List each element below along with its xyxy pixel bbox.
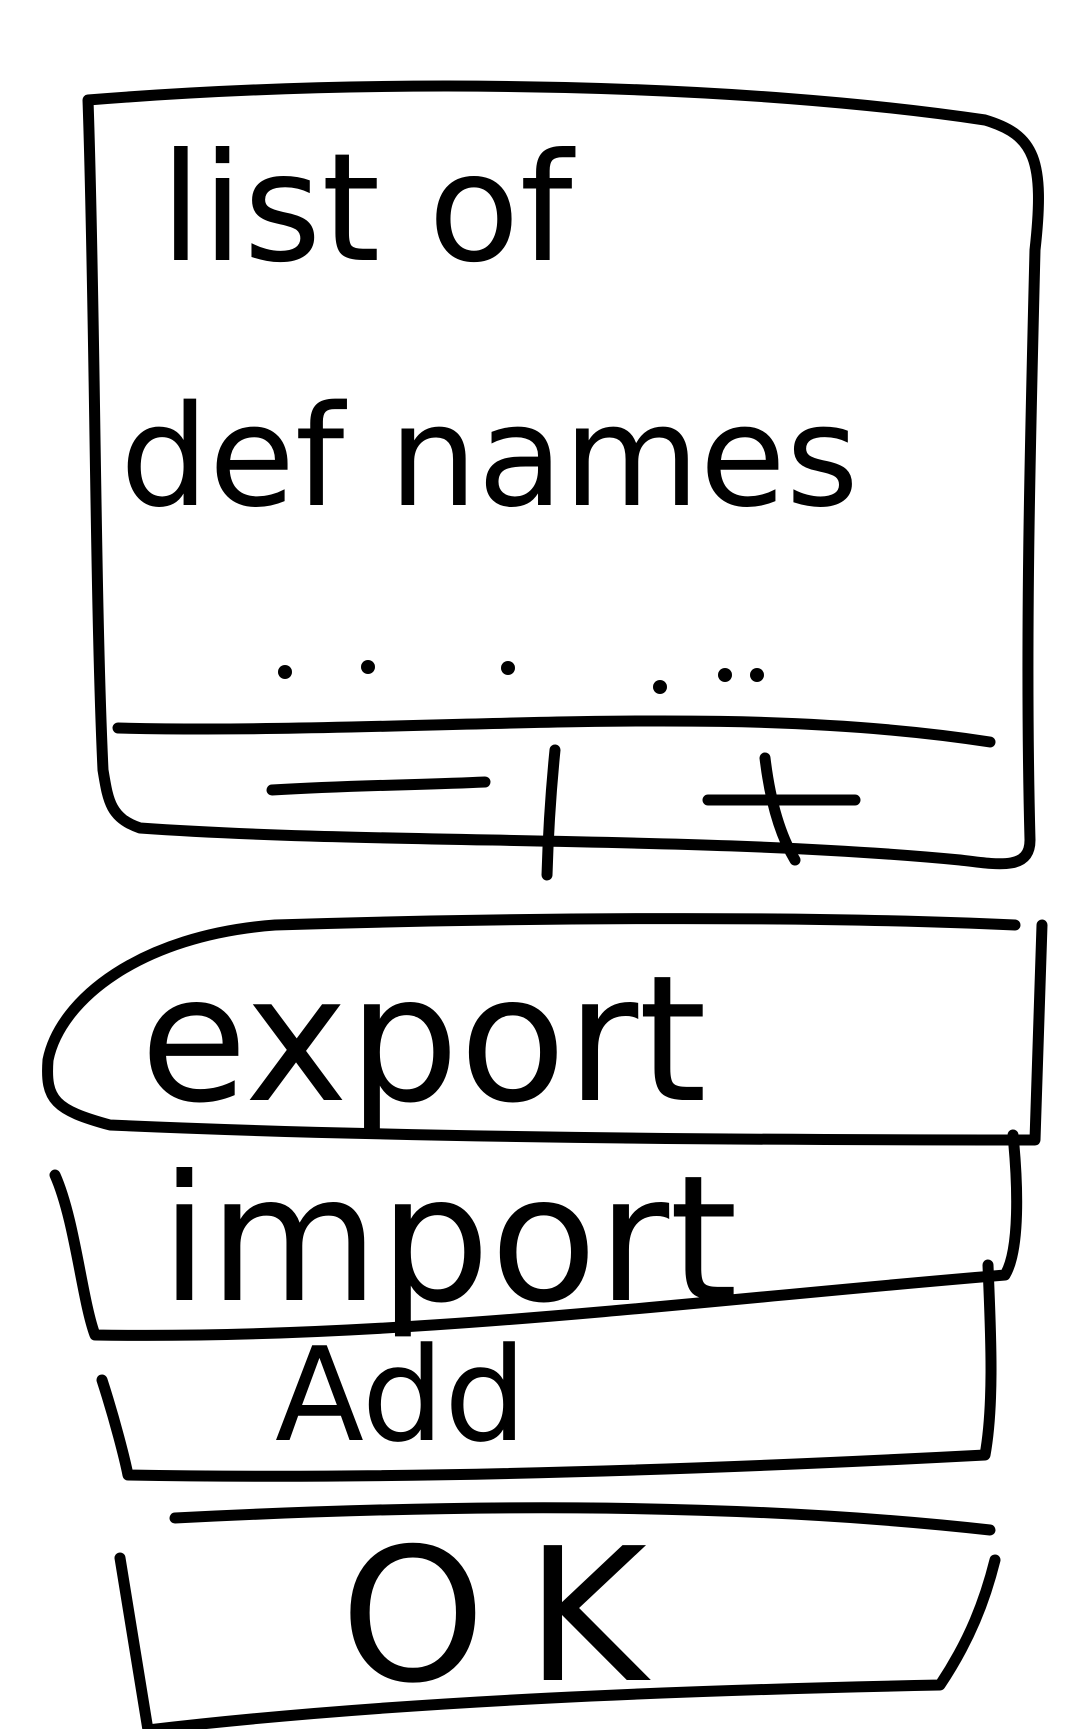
definition-list-frame bbox=[82, 80, 1044, 870]
plus-icon bbox=[702, 752, 861, 866]
more-items-indicator bbox=[278, 660, 764, 694]
add-button[interactable]: Add bbox=[96, 1259, 997, 1482]
ok-separator bbox=[169, 1502, 996, 1536]
definition-list-line-1: list of bbox=[160, 122, 576, 296]
list-toolbar bbox=[255, 744, 861, 881]
export-button[interactable]: export bbox=[42, 913, 1048, 1146]
definition-list-panel: list of def names bbox=[82, 80, 1044, 870]
add-button-label: Add bbox=[275, 1319, 527, 1471]
ok-button-label: OK bbox=[340, 1508, 687, 1724]
minus-icon bbox=[266, 776, 491, 796]
ok-button[interactable]: OK bbox=[114, 1508, 1001, 1729]
ok-button-frame bbox=[114, 1552, 1001, 1729]
export-button-label: export bbox=[140, 939, 707, 1142]
add-button-frame bbox=[96, 1259, 997, 1482]
import-button-frame bbox=[49, 1129, 1023, 1341]
toolbar-separator bbox=[541, 744, 561, 881]
add-definition-button[interactable] bbox=[690, 750, 861, 866]
definition-list-line-2: def names bbox=[120, 376, 859, 539]
export-button-frame bbox=[42, 913, 1048, 1146]
import-button[interactable]: import bbox=[49, 1129, 1023, 1342]
list-toolbar-divider bbox=[112, 715, 996, 748]
remove-definition-button[interactable] bbox=[255, 750, 515, 830]
import-button-label: import bbox=[160, 1139, 738, 1342]
